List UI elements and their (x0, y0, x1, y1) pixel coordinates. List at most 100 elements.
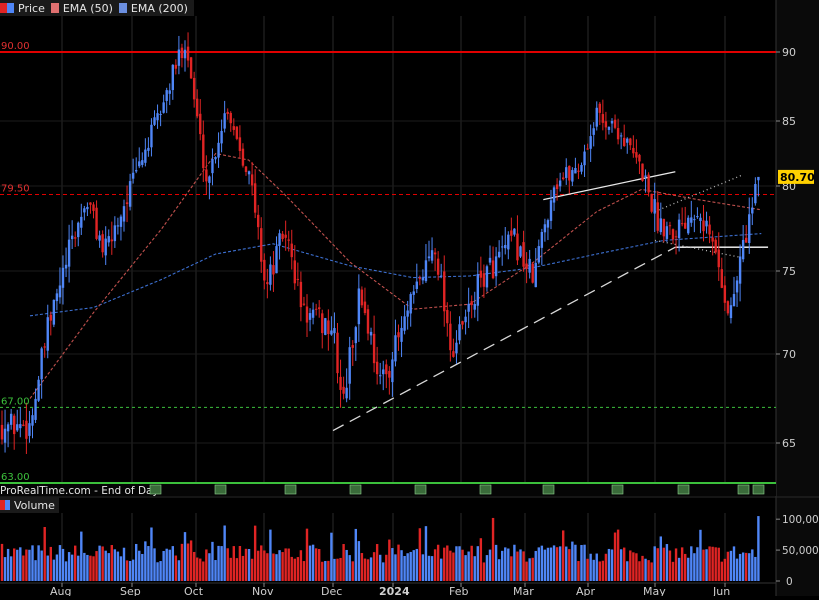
volume-bar (299, 550, 303, 581)
volume-bar (757, 516, 760, 581)
volume-bar (635, 553, 638, 581)
volume-bar (263, 550, 266, 581)
candle-body (9, 413, 13, 425)
volume-bar (250, 558, 254, 581)
volume-bar (34, 560, 37, 581)
candle-body (479, 270, 483, 278)
volume-bar (385, 554, 388, 581)
candle-body (598, 103, 601, 113)
candle-body (613, 119, 617, 128)
volume-legend[interactable]: Volume (0, 497, 59, 513)
volume-bar (13, 548, 16, 581)
volume-bar (138, 550, 141, 581)
volume-bar (311, 544, 315, 581)
candle-body (278, 233, 281, 246)
candle-body (67, 239, 71, 267)
volume-bar (543, 549, 547, 581)
y-tick-label: 75 (782, 265, 796, 278)
candle-body (241, 148, 245, 166)
volume-bar (531, 557, 534, 581)
candle-body (385, 364, 388, 375)
volume-bar (339, 557, 342, 581)
volume-bar (363, 558, 367, 581)
candle-body (696, 216, 699, 218)
volume-bar (473, 556, 476, 581)
volume-bar (723, 558, 727, 581)
legend-item-ema200[interactable]: EMA (200) (118, 1, 188, 15)
candle-body (86, 206, 89, 210)
volume-bar (720, 561, 723, 581)
candle-body (159, 114, 162, 116)
candle-body (77, 222, 80, 238)
volume-bar (77, 555, 80, 581)
volume-bar (528, 558, 531, 581)
legend-item-price[interactable]: Price (0, 2, 45, 15)
candle-body (491, 260, 495, 279)
candle-body (98, 235, 101, 241)
legend-ema200-label: EMA (200) (130, 1, 188, 15)
volume-bar (330, 532, 333, 581)
event-marker-icon (611, 484, 624, 495)
volume-bar (0, 543, 4, 581)
candle-body (485, 266, 489, 288)
volume-bar (220, 546, 223, 581)
candle-body (748, 214, 751, 244)
volume-bar (571, 541, 574, 581)
candle-body (638, 154, 641, 162)
candle-body (571, 170, 574, 182)
candle-body (186, 46, 190, 61)
volume-bar (348, 555, 351, 581)
candle-body (494, 256, 498, 277)
volume-bar (40, 550, 43, 581)
volume-bar (641, 555, 644, 581)
candle-body (64, 264, 68, 269)
volume-bar (430, 556, 434, 581)
volume-bar (171, 546, 174, 581)
y-tick-label: 70 (782, 348, 796, 361)
volume-bar (80, 531, 83, 581)
volume-bar (110, 545, 113, 581)
volume-bar (3, 557, 7, 581)
volume-bar (668, 550, 672, 581)
volume-bar (58, 545, 62, 581)
x-tick-label: Feb (449, 585, 468, 596)
volume-bar (168, 549, 171, 581)
volume-bar (549, 547, 553, 581)
volume-bar (467, 551, 470, 581)
candle-body (580, 165, 583, 172)
candle-body (116, 225, 120, 227)
candle-body (345, 387, 348, 399)
volume-bar (400, 550, 403, 581)
candle-body (754, 184, 757, 204)
candle-body (745, 237, 748, 243)
volume-y-tick-label: 100,000 (782, 514, 819, 526)
volume-bar (421, 554, 425, 581)
volume-bar (128, 561, 132, 581)
candle-body (467, 303, 470, 312)
x-tick-label: Oct (184, 585, 204, 596)
price-legend: Price EMA (50) EMA (200) (0, 0, 194, 16)
volume-bar (409, 551, 412, 581)
candle-body (43, 346, 46, 348)
candle-body (141, 160, 144, 165)
volume-bar (403, 556, 406, 581)
candle-body (433, 252, 437, 255)
volume-bar (318, 549, 321, 581)
volume-bar (19, 547, 22, 581)
candle-body (171, 64, 174, 91)
legend-item-ema50[interactable]: EMA (50) (50, 2, 113, 15)
volume-bar (455, 546, 458, 581)
volume-bar (296, 557, 300, 581)
volume-bar (214, 560, 217, 581)
candle-body (540, 232, 544, 248)
candle-body (6, 424, 10, 432)
candle-body (147, 147, 150, 151)
volume-bar (31, 545, 34, 581)
candle-body (592, 128, 595, 135)
candle-body (348, 347, 351, 384)
volume-bar (351, 561, 354, 581)
candle-body (516, 233, 519, 261)
candle-body (610, 120, 614, 124)
x-tick-label: May (643, 585, 666, 596)
